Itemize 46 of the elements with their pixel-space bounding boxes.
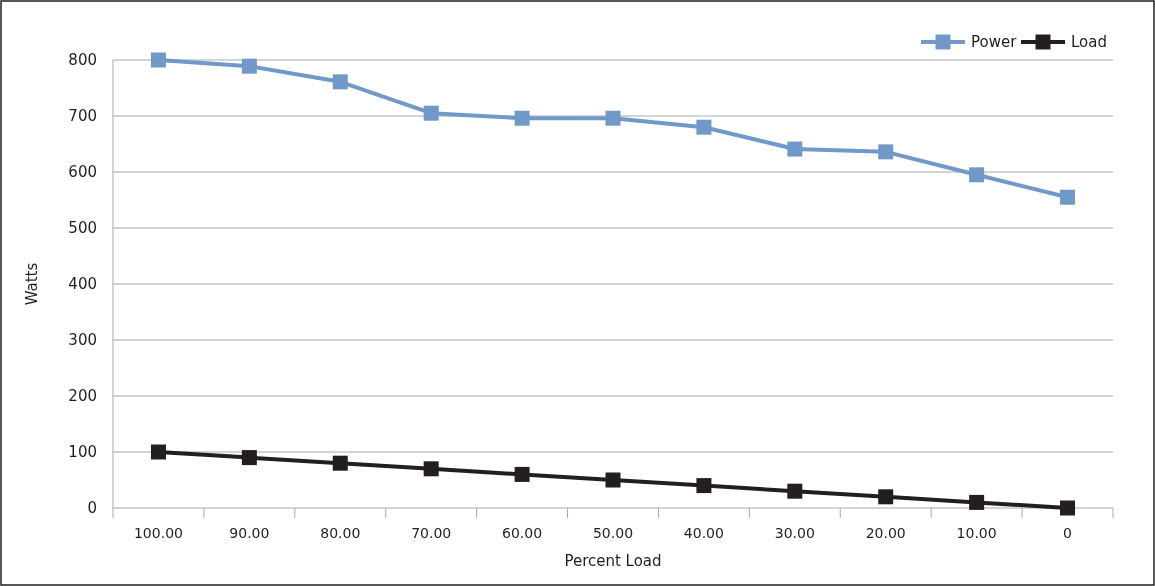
point [787, 483, 803, 499]
x-tick-label: 100.00 [133, 525, 183, 541]
point [241, 450, 257, 466]
x-tick-label: 0 [1063, 525, 1073, 541]
x-tick-label: 80.00 [320, 525, 361, 541]
point [150, 52, 166, 68]
point [241, 58, 257, 74]
x-axis-title: Percent Load [564, 552, 662, 570]
y-tick-label: 400 [68, 275, 97, 294]
x-tick-label: 40.00 [683, 525, 724, 541]
point [423, 105, 439, 121]
x-tick-label: 90.00 [229, 525, 270, 541]
x-tick-label: 20.00 [865, 525, 906, 541]
point [423, 461, 439, 477]
legend-label: Load [1071, 33, 1107, 52]
point [514, 110, 530, 126]
point [332, 455, 348, 471]
point [514, 466, 530, 482]
point [605, 110, 621, 126]
y-axis-title: Watts [23, 262, 41, 306]
x-tick-label: 60.00 [502, 525, 543, 541]
point [696, 119, 712, 135]
point [878, 489, 894, 505]
y-tick-label: 200 [68, 387, 97, 406]
y-tick-label: 600 [68, 163, 97, 182]
x-tick-label: 30.00 [774, 525, 815, 541]
point [605, 472, 621, 488]
y-tick-label: 800 [68, 51, 97, 70]
y-tick-label: 500 [68, 219, 97, 238]
point [878, 144, 894, 160]
x-tick-label: 10.00 [956, 525, 997, 541]
y-tick-label: 700 [68, 107, 97, 126]
point [150, 444, 166, 460]
point [696, 478, 712, 494]
x-tick-label: 70.00 [411, 525, 452, 541]
point [332, 74, 348, 90]
point [1060, 500, 1076, 516]
y-tick-label: 300 [68, 331, 97, 350]
point [969, 167, 985, 183]
legend-label: Power [971, 33, 1018, 52]
x-tick-label: 50.00 [592, 525, 634, 541]
point [969, 494, 985, 510]
y-tick-label: 100 [68, 443, 97, 462]
y-tick-label: 0 [87, 499, 97, 518]
point [1060, 189, 1076, 205]
point [787, 141, 803, 157]
